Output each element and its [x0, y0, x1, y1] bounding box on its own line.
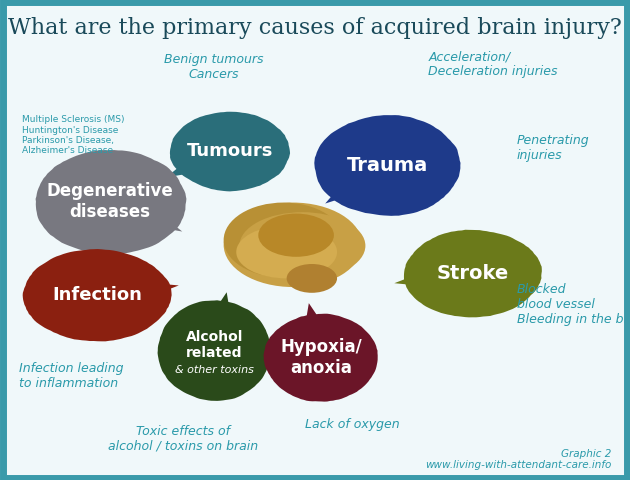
Text: Trauma: Trauma — [347, 156, 428, 175]
Ellipse shape — [258, 214, 334, 257]
Polygon shape — [304, 303, 328, 336]
Text: & other toxins: & other toxins — [175, 364, 254, 374]
Text: Hypoxia/
anoxia: Hypoxia/ anoxia — [280, 338, 362, 377]
Polygon shape — [140, 207, 182, 231]
Text: Blocked
blood vessel
Bleeding in the brain: Blocked blood vessel Bleeding in the bra… — [517, 283, 630, 326]
Ellipse shape — [236, 226, 337, 278]
Polygon shape — [325, 176, 365, 204]
Text: Multiple Sclerosis (MS)
Huntington's Disease
Parkinson's Disease,
Alzheimer's Di: Multiple Sclerosis (MS) Huntington's Dis… — [22, 115, 125, 156]
Text: Acceleration/
Deceleration injuries: Acceleration/ Deceleration injuries — [428, 50, 558, 78]
Text: Infection: Infection — [53, 286, 142, 304]
Polygon shape — [394, 268, 437, 287]
Ellipse shape — [239, 212, 365, 279]
Ellipse shape — [287, 264, 337, 293]
Polygon shape — [135, 281, 179, 300]
Text: Tumours: Tumours — [186, 142, 273, 160]
Ellipse shape — [224, 203, 362, 287]
Text: Degenerative
diseases: Degenerative diseases — [47, 182, 174, 221]
Text: What are the primary causes of acquired brain injury?: What are the primary causes of acquired … — [8, 17, 622, 39]
Text: Graphic 2
www.living-with-attendant-care.info: Graphic 2 www.living-with-attendant-care… — [425, 449, 611, 470]
PathPatch shape — [170, 112, 290, 192]
Text: Toxic effects of
alcohol / toxins on brain: Toxic effects of alcohol / toxins on bra… — [108, 425, 258, 453]
PathPatch shape — [404, 230, 542, 317]
Text: Alcohol
related: Alcohol related — [185, 330, 243, 360]
Text: Lack of oxygen: Lack of oxygen — [306, 418, 400, 431]
Text: Penetrating
injuries: Penetrating injuries — [517, 134, 589, 162]
Text: Benign tumours
Cancers: Benign tumours Cancers — [164, 53, 264, 81]
PathPatch shape — [35, 150, 186, 254]
Text: Infection leading
to inflammation: Infection leading to inflammation — [19, 362, 123, 390]
PathPatch shape — [23, 249, 171, 341]
PathPatch shape — [314, 115, 461, 216]
PathPatch shape — [263, 314, 378, 402]
PathPatch shape — [158, 300, 271, 401]
Text: Stroke: Stroke — [437, 264, 508, 283]
Ellipse shape — [224, 203, 343, 277]
Polygon shape — [166, 154, 208, 178]
Polygon shape — [207, 292, 232, 325]
